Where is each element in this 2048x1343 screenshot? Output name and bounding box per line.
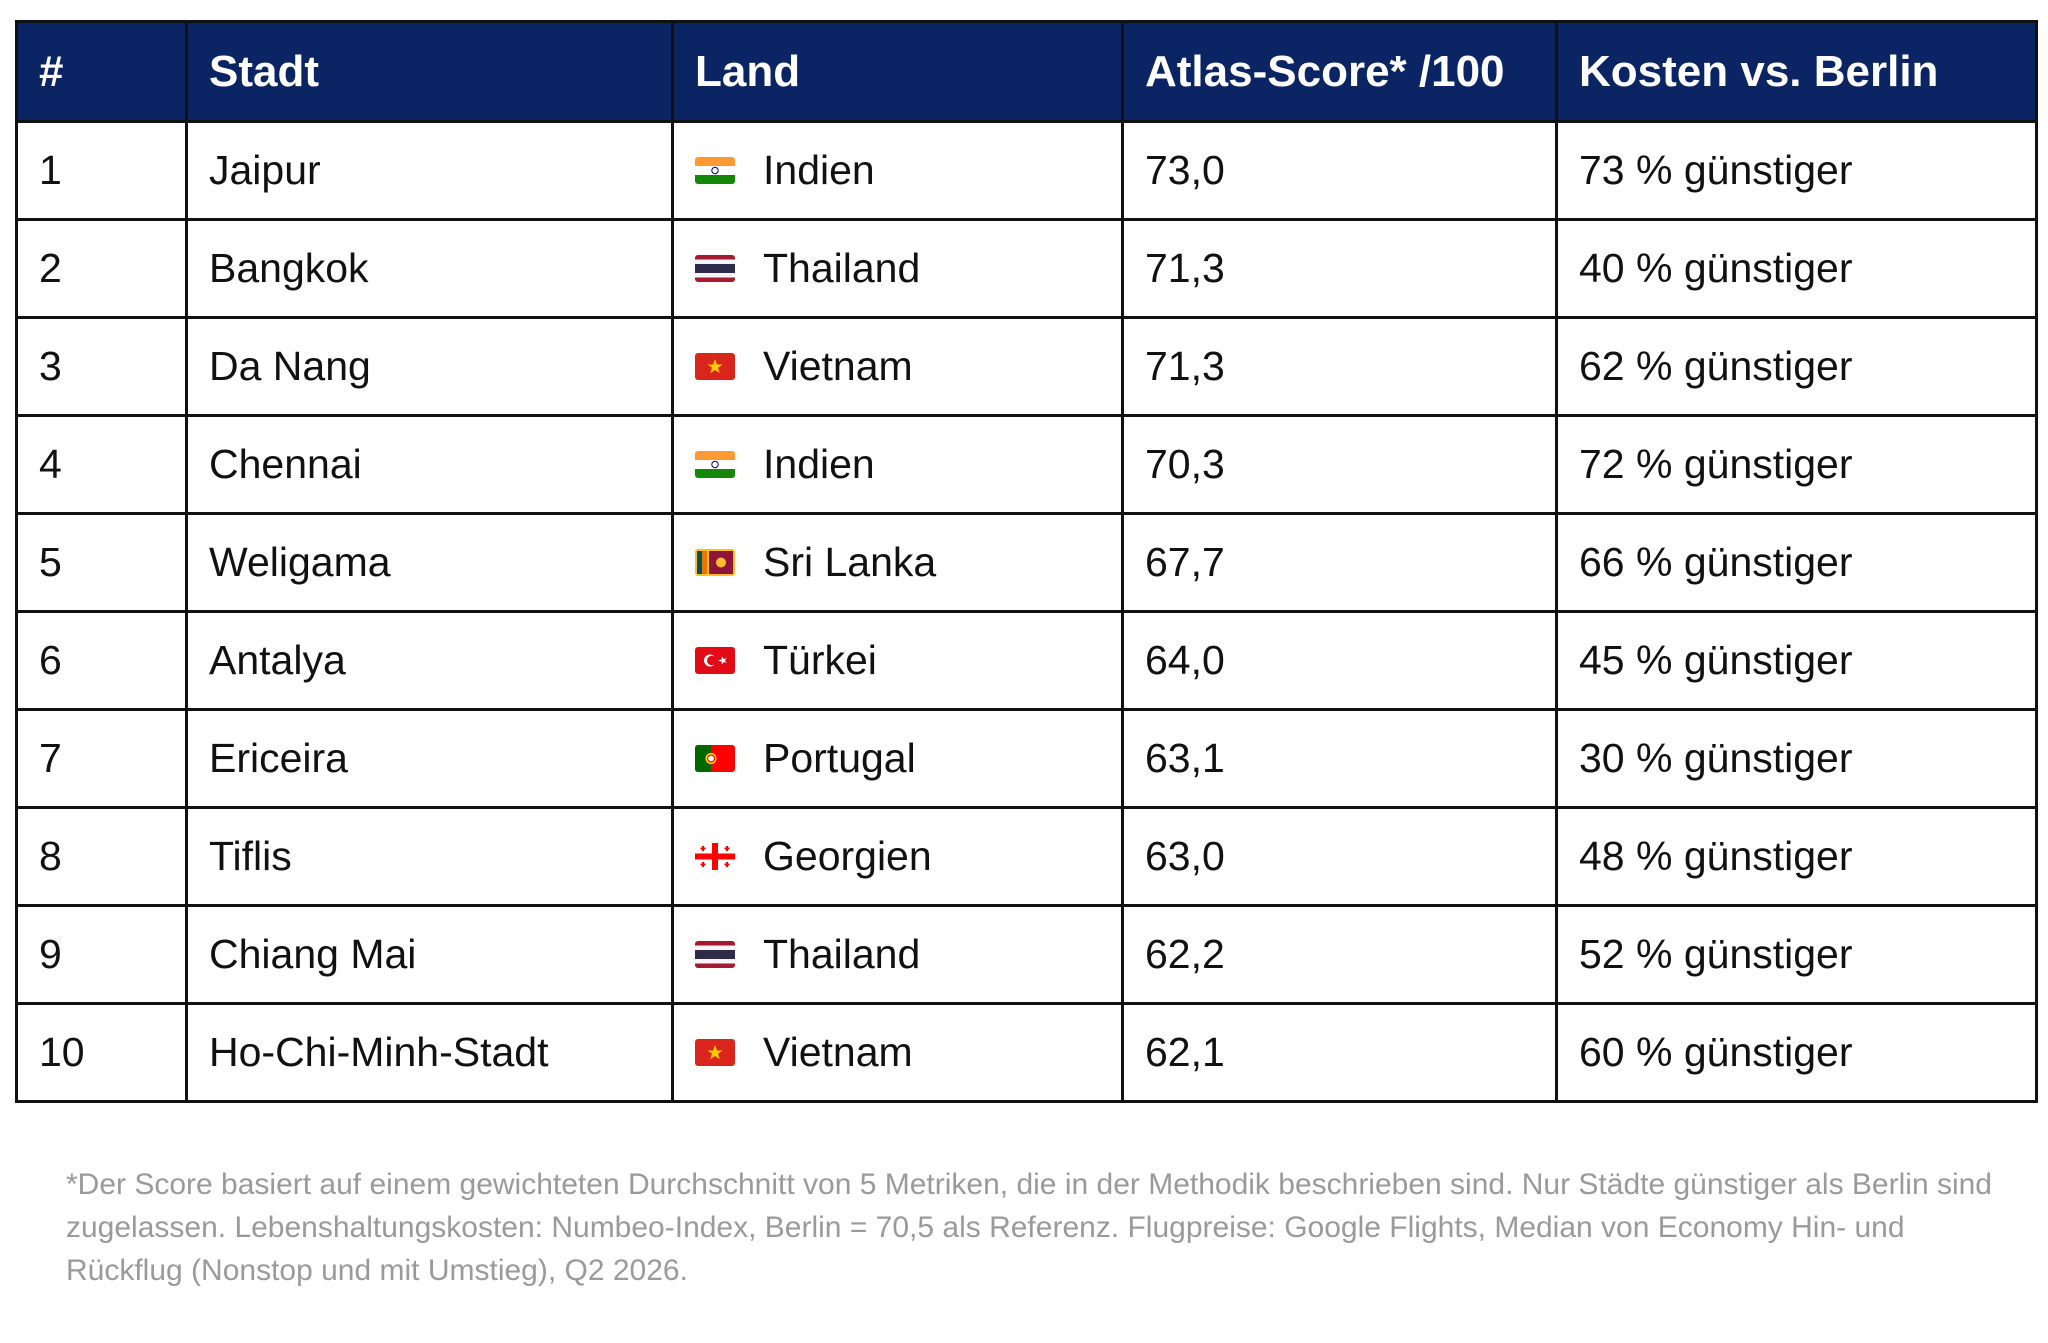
rank-cell: 3 <box>15 316 188 417</box>
footnote: *Der Score basiert auf einem gewichteten… <box>66 1168 1992 1287</box>
country-name: Indien <box>763 441 875 487</box>
country-name: Sri Lanka <box>763 539 937 585</box>
portugal-flag-icon <box>695 745 735 772</box>
cost-cell: 60 % günstiger <box>1555 1002 2038 1103</box>
cost-cell: 48 % günstiger <box>1555 806 2038 907</box>
city-cell: Jaipur <box>185 120 674 221</box>
india-flag-icon <box>695 451 735 478</box>
score-cell: 71,3 <box>1121 316 1558 417</box>
country-cell: Thailand <box>671 904 1124 1005</box>
table-header: # Stadt Land Atlas-Score* /100 Kosten vs… <box>15 20 2038 123</box>
thailand-flag-icon <box>695 941 735 968</box>
vietnam-flag-icon <box>695 353 735 380</box>
city-cell: Ericeira <box>185 708 674 809</box>
header-cost: Kosten vs. Berlin <box>1555 20 2038 123</box>
table-row: 2 Bangkok Thailand 71,3 40 % günstiger <box>15 218 2038 319</box>
score-cell: 62,1 <box>1121 1002 1558 1103</box>
georgia-flag-icon <box>695 843 735 870</box>
score-cell: 70,3 <box>1121 414 1558 515</box>
table-row: 9 Chiang Mai Thailand 62,2 52 % günstige… <box>15 904 2038 1005</box>
city-cell: Tiflis <box>185 806 674 907</box>
table-row: 5 Weligama Sri Lanka 67,7 66 % günstiger <box>15 512 2038 613</box>
rank-cell: 4 <box>15 414 188 515</box>
country-cell: Portugal <box>671 708 1124 809</box>
cost-cell: 66 % günstiger <box>1555 512 2038 613</box>
sri-lanka-flag-icon <box>695 549 735 576</box>
india-flag-icon <box>695 157 735 184</box>
cost-cell: 62 % günstiger <box>1555 316 2038 417</box>
rank-cell: 10 <box>15 1002 188 1103</box>
city-cell: Chennai <box>185 414 674 515</box>
city-cell: Bangkok <box>185 218 674 319</box>
score-cell: 63,0 <box>1121 806 1558 907</box>
country-cell: Georgien <box>671 806 1124 907</box>
country-cell: Indien <box>671 414 1124 515</box>
rank-cell: 8 <box>15 806 188 907</box>
header-score: Atlas-Score* /100 <box>1121 20 1558 123</box>
vietnam-flag-icon <box>695 1039 735 1066</box>
country-name: Vietnam <box>763 1029 913 1075</box>
table-row: 4 Chennai Indien 70,3 72 % günstiger <box>15 414 2038 515</box>
rank-cell: 7 <box>15 708 188 809</box>
cost-cell: 30 % günstiger <box>1555 708 2038 809</box>
country-name: Indien <box>763 147 875 193</box>
city-cell: Chiang Mai <box>185 904 674 1005</box>
cost-cell: 52 % günstiger <box>1555 904 2038 1005</box>
cost-cell: 73 % günstiger <box>1555 120 2038 221</box>
score-cell: 64,0 <box>1121 610 1558 711</box>
country-cell: Thailand <box>671 218 1124 319</box>
country-cell: Vietnam <box>671 316 1124 417</box>
rank-cell: 2 <box>15 218 188 319</box>
score-cell: 62,2 <box>1121 904 1558 1005</box>
thailand-flag-icon <box>695 255 735 282</box>
country-name: Portugal <box>763 735 916 781</box>
cost-cell: 40 % günstiger <box>1555 218 2038 319</box>
score-cell: 63,1 <box>1121 708 1558 809</box>
country-name: Georgien <box>763 833 932 879</box>
header-city: Stadt <box>185 20 674 123</box>
country-cell: Sri Lanka <box>671 512 1124 613</box>
ranking-table: # Stadt Land Atlas-Score* /100 Kosten vs… <box>15 20 2038 1103</box>
country-cell: Indien <box>671 120 1124 221</box>
table-row: 3 Da Nang Vietnam 71,3 62 % günstiger <box>15 316 2038 417</box>
rank-cell: 9 <box>15 904 188 1005</box>
score-cell: 67,7 <box>1121 512 1558 613</box>
city-cell: Da Nang <box>185 316 674 417</box>
table-row: 1 Jaipur Indien 73,0 73 % günstiger <box>15 120 2038 221</box>
country-name: Thailand <box>763 245 921 291</box>
city-cell: Weligama <box>185 512 674 613</box>
score-cell: 73,0 <box>1121 120 1558 221</box>
city-cell: Ho-Chi-Minh-Stadt <box>185 1002 674 1103</box>
rank-cell: 1 <box>15 120 188 221</box>
country-name: Türkei <box>763 637 877 683</box>
table-body: 1 Jaipur Indien 73,0 73 % günstiger 2 Ba… <box>15 120 2038 1103</box>
country-cell: Vietnam <box>671 1002 1124 1103</box>
turkey-flag-icon <box>695 647 735 674</box>
table-row: 8 Tiflis Georgien 63,0 48 % günstiger <box>15 806 2038 907</box>
score-cell: 71,3 <box>1121 218 1558 319</box>
table-row: 10 Ho-Chi-Minh-Stadt Vietnam 62,1 60 % g… <box>15 1002 2038 1103</box>
country-cell: Türkei <box>671 610 1124 711</box>
table-row: 6 Antalya Türkei 64,0 45 % günstiger <box>15 610 2038 711</box>
header-country: Land <box>671 20 1124 123</box>
table-row: 7 Ericeira Portugal 63,1 30 % günstiger <box>15 708 2038 809</box>
country-name: Thailand <box>763 931 921 977</box>
city-cell: Antalya <box>185 610 674 711</box>
header-row: # Stadt Land Atlas-Score* /100 Kosten vs… <box>15 20 2038 123</box>
header-rank: # <box>15 20 188 123</box>
cost-cell: 45 % günstiger <box>1555 610 2038 711</box>
rank-cell: 5 <box>15 512 188 613</box>
country-name: Vietnam <box>763 343 913 389</box>
rank-cell: 6 <box>15 610 188 711</box>
cost-cell: 72 % günstiger <box>1555 414 2038 515</box>
